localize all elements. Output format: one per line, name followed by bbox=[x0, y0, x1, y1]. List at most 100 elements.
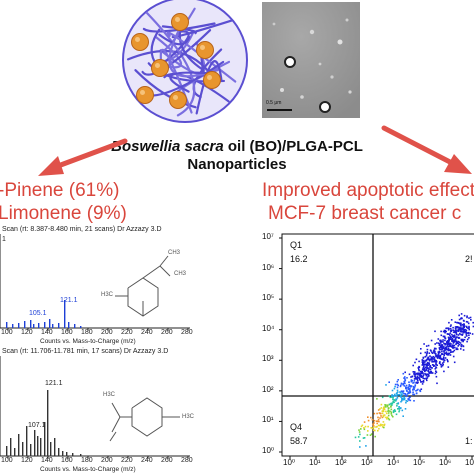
flow-x-tick-label: 10⁰ bbox=[283, 458, 296, 467]
ms-peak bbox=[30, 444, 32, 456]
cell-line-result: MCF-7 breast cancer c bbox=[268, 203, 462, 224]
ms-peak bbox=[52, 324, 54, 328]
polymer-strand bbox=[158, 33, 191, 46]
ms-peak bbox=[58, 323, 60, 328]
flow-x-ticks: 10⁰ 10¹ 10² 10³ 10⁴ 10⁵ 10⁶ 10⁷ bbox=[260, 458, 474, 472]
polymer-strand bbox=[142, 22, 216, 33]
ms-peak bbox=[58, 448, 60, 456]
ms-peak bbox=[34, 430, 36, 456]
ms-top-peak-label-105: 105.1 bbox=[29, 310, 47, 317]
ms-peak bbox=[50, 442, 52, 456]
polymer-strand bbox=[169, 71, 210, 93]
polymer-strand bbox=[150, 28, 161, 63]
tem-image: 0.5 μm bbox=[262, 2, 360, 118]
flow-q1-value: 16.2 bbox=[290, 254, 308, 264]
oil-core bbox=[131, 33, 149, 51]
ms-top-x-ticks: 100 120 140 160 180 200 220 240 260 280 bbox=[0, 329, 200, 338]
ms-peak bbox=[44, 422, 46, 456]
nanoparticle-sphere bbox=[122, 0, 248, 123]
pinene-ch3-b: CH3 bbox=[174, 271, 187, 277]
ms-peak bbox=[74, 324, 76, 328]
flow-q4-label: Q4 bbox=[290, 422, 303, 432]
ms-x-tick-label: 120 bbox=[21, 329, 33, 336]
ms-peak bbox=[14, 448, 16, 456]
ms-x-tick-label: 280 bbox=[181, 329, 193, 336]
flow-y-tick-label: 10³ bbox=[262, 354, 274, 364]
limonene-structure bbox=[109, 397, 180, 442]
ms-peak bbox=[66, 452, 68, 456]
ms-top-header: Scan (rt: 8.387-8.480 min, 21 scans) Dr … bbox=[2, 226, 162, 233]
nanoparticle-caption-line1: Boswellia sacra oil (BO)/PLGA-PCL bbox=[60, 138, 414, 155]
ms-peak bbox=[30, 320, 32, 328]
ms-peak bbox=[44, 322, 46, 328]
ms-x-tick-label: 180 bbox=[81, 329, 93, 336]
ms-peak bbox=[49, 319, 51, 328]
polymer-strand bbox=[195, 60, 223, 115]
ms-peak bbox=[10, 438, 12, 456]
ms-x-tick-label: 160 bbox=[61, 457, 73, 464]
ms-top-peak-label-121: 121.1 bbox=[60, 297, 78, 304]
ms-peak bbox=[64, 300, 66, 328]
ms-x-tick-label: 140 bbox=[41, 329, 53, 336]
ms-peak bbox=[54, 438, 56, 456]
ms-x-tick-label: 280 bbox=[181, 457, 193, 464]
ms-x-tick-label: 220 bbox=[121, 329, 133, 336]
ms-x-tick-label: 120 bbox=[21, 457, 33, 464]
flow-y-tick-label: 10¹ bbox=[262, 415, 274, 425]
mass-spectrum-top: Scan (rt: 8.387-8.480 min, 21 scans) Dr … bbox=[0, 226, 212, 346]
ms-x-tick-label: 240 bbox=[141, 329, 153, 336]
ms-peak bbox=[12, 324, 14, 328]
ms-peak bbox=[6, 322, 8, 328]
caption-rest: oil (BO)/PLGA-PCL bbox=[223, 138, 363, 155]
flow-y-ticks: 10⁷ 10⁶ 10⁵ 10⁴ 10³ 10² 10¹ 10⁰ bbox=[260, 226, 282, 466]
nanoparticle-caption-line2: Nanoparticles bbox=[187, 156, 287, 173]
flow-plot-svg bbox=[279, 233, 474, 459]
tem-particle bbox=[319, 101, 331, 113]
ms-bottom-plot bbox=[0, 356, 190, 459]
apoptosis-result: Improved apoptotic effect bbox=[262, 180, 474, 201]
ms-x-tick-label: 260 bbox=[161, 329, 173, 336]
ms-x-tick-label: 100 bbox=[1, 329, 13, 336]
ms-x-tick-label: 240 bbox=[141, 457, 153, 464]
ms-x-tick-label: 160 bbox=[61, 329, 73, 336]
oil-core bbox=[196, 41, 214, 59]
flow-cytometry-plot: Q1 16.2 2! Q4 58.7 1: 10⁷ 10⁶ 10⁵ 10⁴ 10³ 10²… bbox=[260, 226, 474, 474]
ms-x-tick-label: 100 bbox=[1, 457, 13, 464]
ms-bottom-peak-label-121: 121.1 bbox=[45, 380, 63, 387]
flow-y-tick-label: 10⁴ bbox=[262, 323, 275, 333]
flow-x-tick-label: 10² bbox=[335, 458, 347, 467]
ms-top-y-tick: 1 bbox=[2, 236, 6, 243]
ms-peak bbox=[33, 324, 35, 328]
ms-peak bbox=[6, 446, 8, 456]
species-name: Boswellia sacra bbox=[111, 138, 224, 155]
ms-peak bbox=[18, 434, 20, 456]
flow-x-tick-label: 10⁴ bbox=[387, 458, 400, 467]
ms-peak bbox=[18, 323, 20, 328]
mass-spectrum-bottom: Scan (rt: 11.706-11.781 min, 17 scans) D… bbox=[0, 348, 212, 474]
ms-peak bbox=[80, 454, 82, 456]
ms-x-tick-label: 200 bbox=[101, 457, 113, 464]
oil-core bbox=[151, 59, 169, 77]
flow-x-tick-label: 10⁷ bbox=[465, 458, 474, 467]
ms-x-tick-label: 220 bbox=[121, 457, 133, 464]
flow-y-tick-label: 10⁰ bbox=[262, 446, 275, 455]
ms-top-x-label: Counts vs. Mass-to-Charge (m/z) bbox=[40, 338, 136, 345]
ms-peak bbox=[80, 326, 82, 328]
ms-peak bbox=[22, 442, 24, 456]
tem-scale-label: 0.5 μm bbox=[266, 100, 282, 106]
ms-peak bbox=[47, 390, 49, 456]
ms-peak bbox=[72, 453, 74, 456]
ms-bottom-header: Scan (rt: 11.706-11.781 min, 17 scans) D… bbox=[2, 348, 169, 355]
flow-x-tick-label: 10⁵ bbox=[413, 458, 426, 467]
pinene-structure bbox=[115, 255, 171, 317]
ms-peak bbox=[38, 323, 40, 328]
ms-peak bbox=[68, 322, 70, 328]
ms-bottom-peak-label-107: 107.1 bbox=[28, 422, 46, 429]
tem-particle bbox=[284, 56, 296, 68]
ms-peak bbox=[37, 436, 39, 456]
flow-y-tick-label: 10² bbox=[262, 384, 274, 394]
polymer-strand bbox=[161, 25, 198, 35]
ms-peak bbox=[24, 321, 26, 328]
ms-bottom-x-label: Counts vs. Mass-to-Charge (m/z) bbox=[40, 466, 136, 473]
